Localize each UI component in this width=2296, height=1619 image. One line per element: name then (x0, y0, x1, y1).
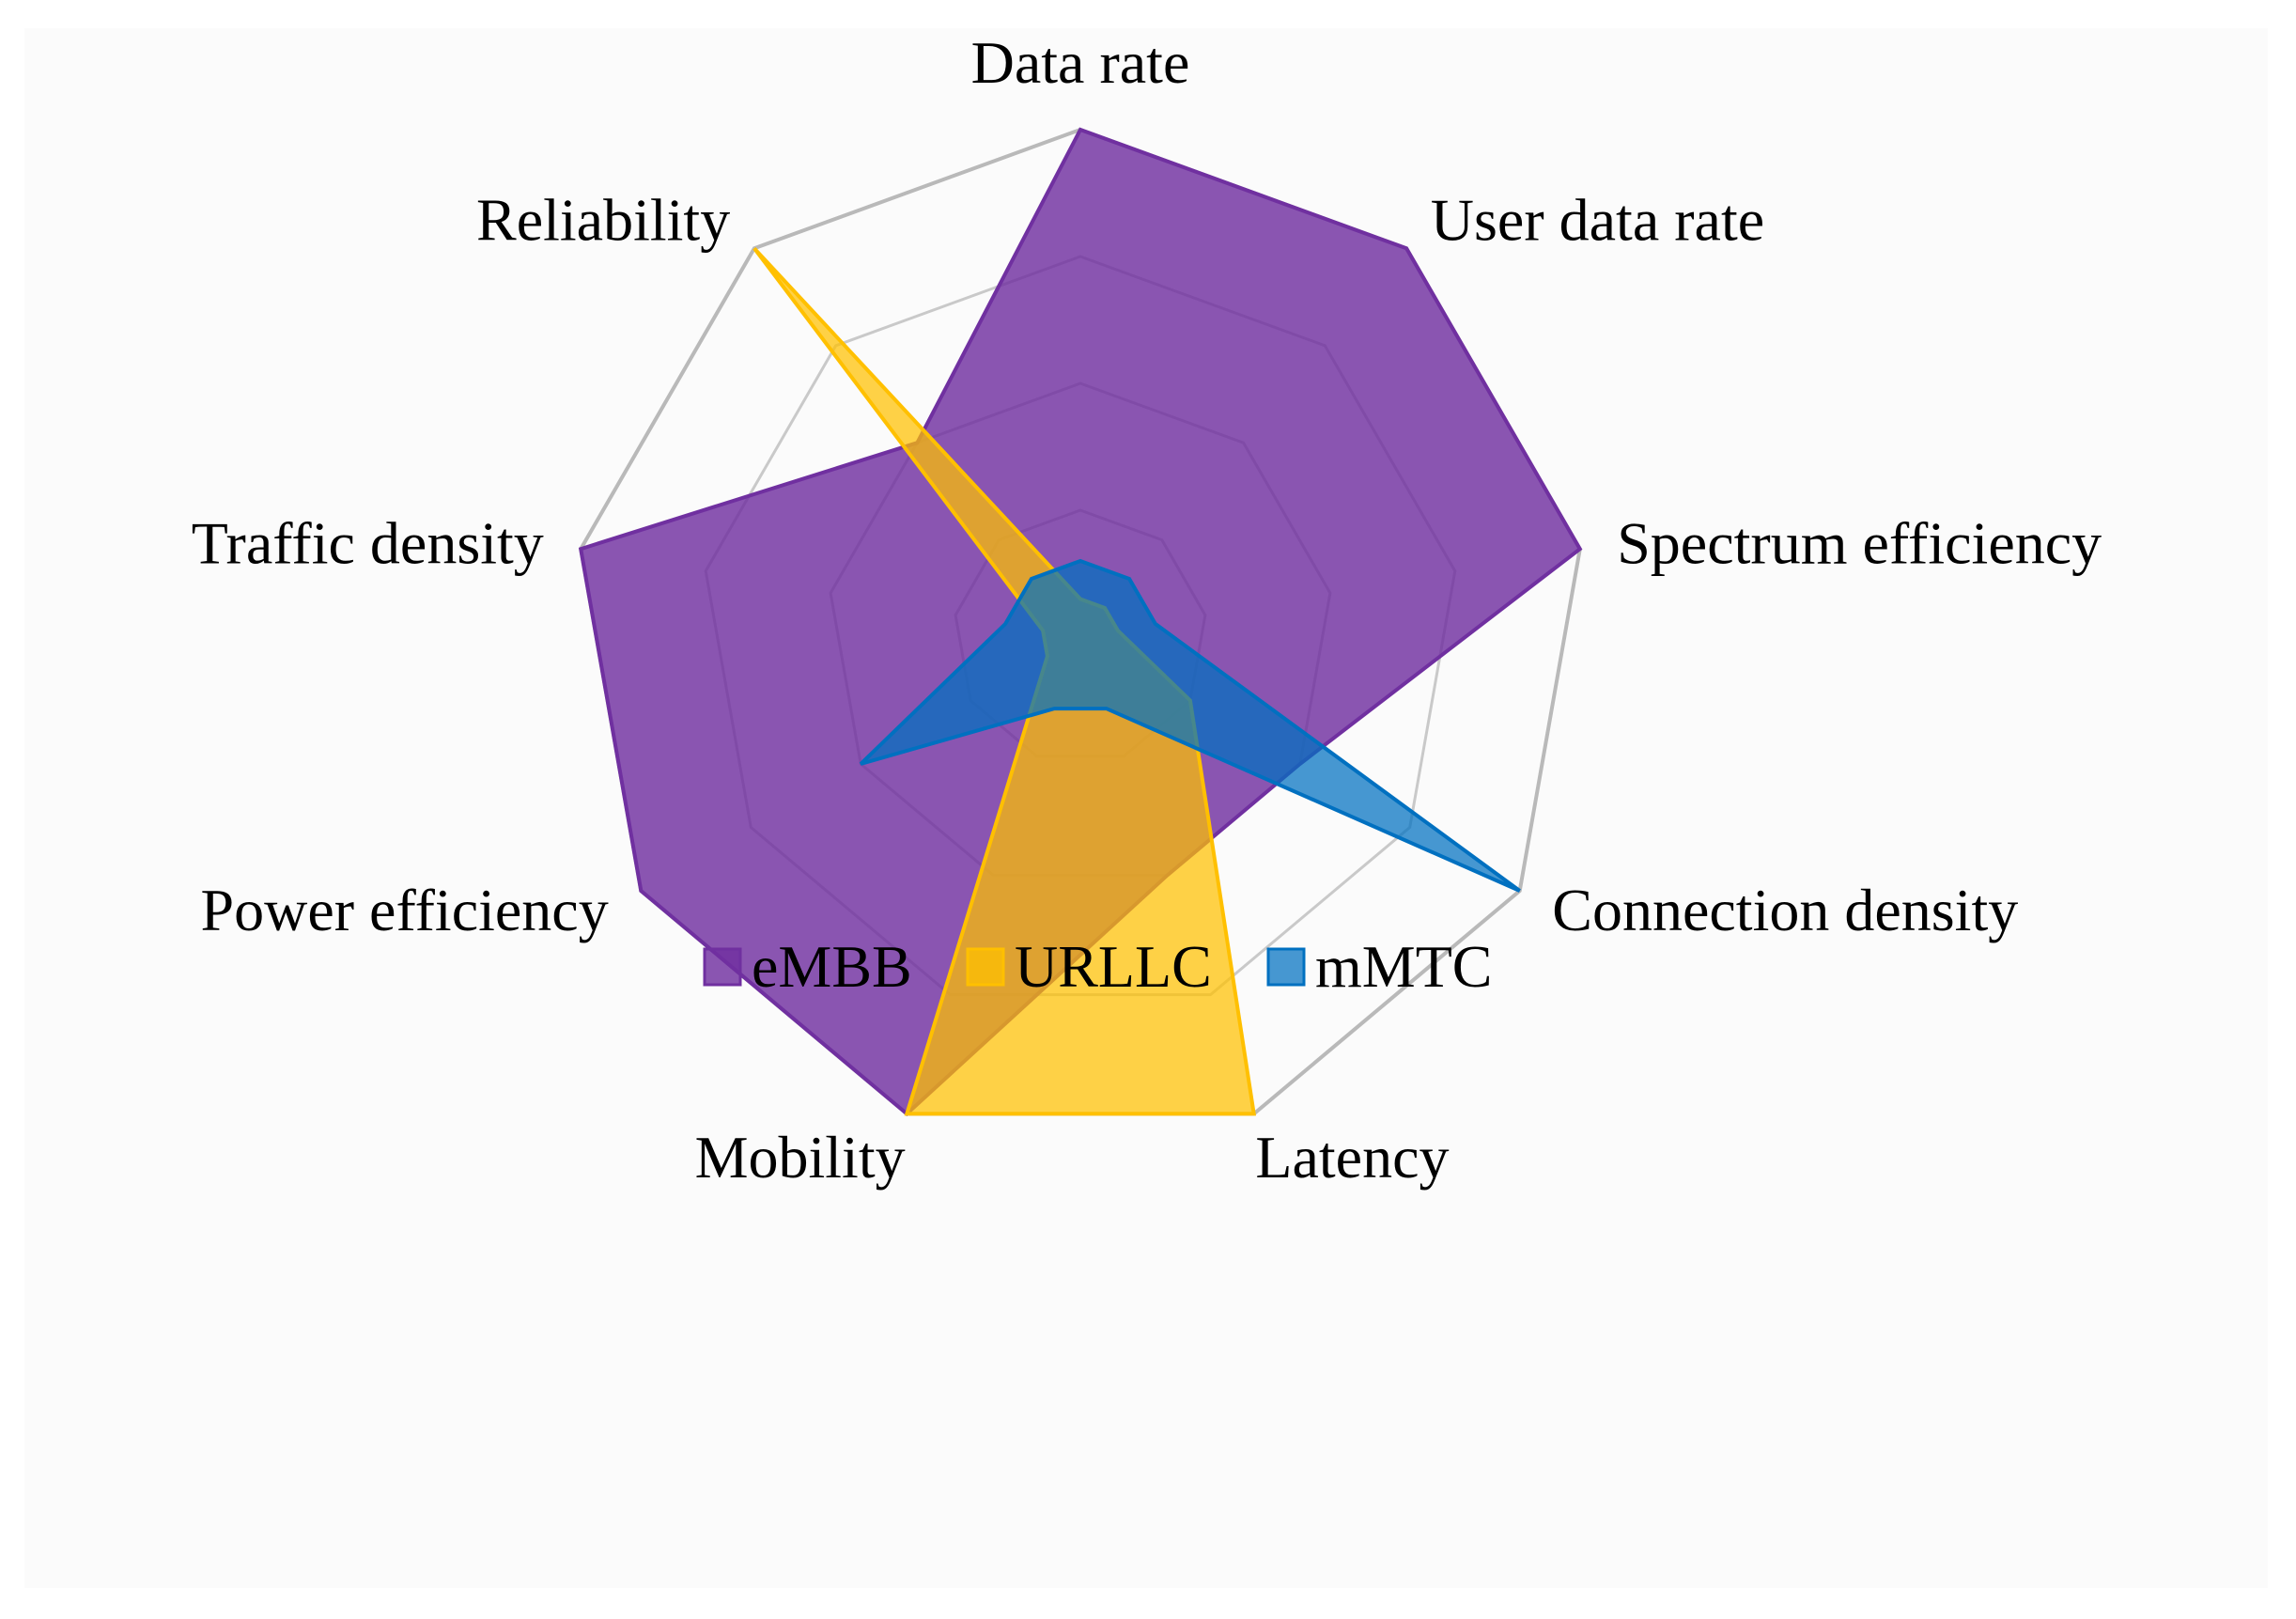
legend-label-mmtc: mMTC (1315, 933, 1492, 1000)
radar-chart: Data rate User data rate Spectrum efficien… (192, 29, 2102, 1191)
legend: eMBB URLLC mMTC (703, 933, 1492, 1000)
legend-label-embb: eMBB (752, 933, 912, 1000)
axis-label-power-efficiency: Power efficiency (201, 877, 609, 943)
legend-swatch-mmtc (1266, 947, 1306, 987)
chart-frame: Data rate User data rate Spectrum efficien… (24, 28, 2268, 1588)
series-area-mmtc (859, 558, 1521, 893)
series-mmtc (859, 558, 1521, 893)
radar-series (578, 127, 1583, 1117)
axis-label-spectrum-efficiency: Spectrum efficiency (1617, 509, 2102, 576)
axis-label-mobility: Mobility (695, 1124, 906, 1191)
axis-label-latency: Latency (1255, 1124, 1449, 1191)
axis-label-user-data-rate: User data rate (1431, 187, 1764, 254)
axis-labels: Data rate User data rate Spectrum efficien… (192, 29, 2102, 1191)
axis-label-data-rate: Data rate (971, 29, 1190, 96)
legend-swatch-embb (703, 947, 742, 987)
legend-item-embb: eMBB (703, 933, 912, 1000)
axis-label-reliability: Reliability (476, 187, 730, 254)
legend-label-urllc: URLLC (1015, 933, 1212, 1000)
legend-item-urllc: URLLC (966, 933, 1212, 1000)
legend-swatch-urllc (966, 947, 1005, 987)
axis-label-traffic-density: Traffic density (192, 509, 544, 576)
axis-label-connection-density: Connection density (1552, 877, 2018, 943)
legend-item-mmtc: mMTC (1266, 933, 1492, 1000)
